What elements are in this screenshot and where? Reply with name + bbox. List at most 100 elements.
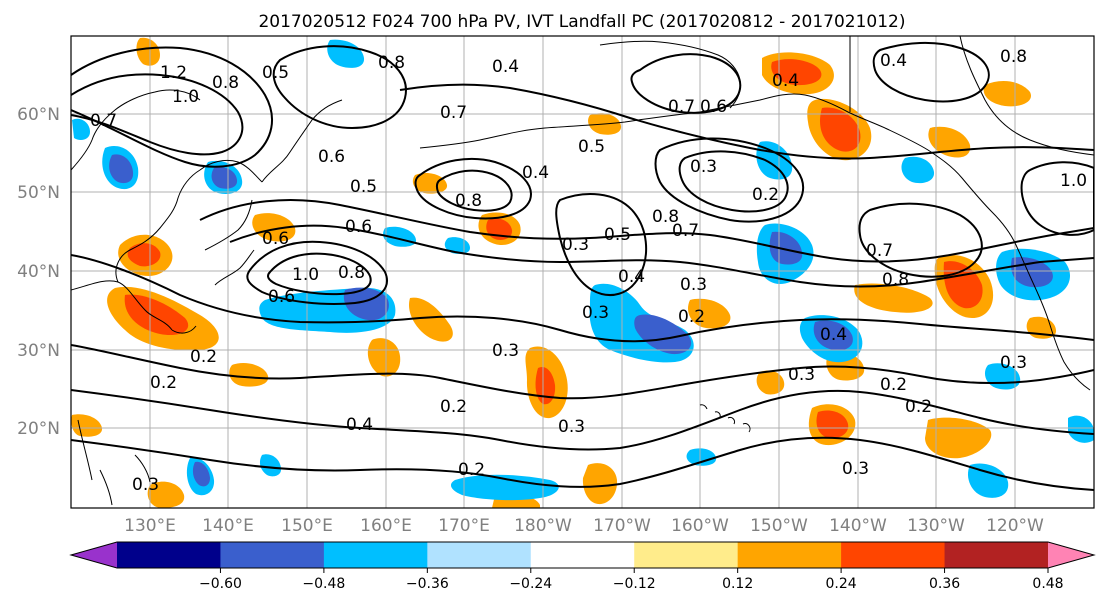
contour-label: 0.2 [190, 347, 217, 367]
coastline-philippines [77, 419, 151, 506]
pv-contour [71, 73, 244, 156]
coastline-north-america [849, 36, 1094, 391]
colorbar-cell [117, 542, 221, 568]
shade-negative [192, 461, 210, 487]
lat-label: 50°N [17, 183, 60, 203]
contour-label: 0.8 [455, 191, 482, 211]
contour-label: 0.7 [90, 111, 117, 131]
contour-label: 0.2 [752, 185, 779, 205]
shade-positive [367, 338, 401, 377]
pv-contour [71, 436, 1094, 491]
coastline-japan [171, 199, 255, 334]
pv-contour [199, 199, 1094, 263]
contour-label: 0.3 [842, 459, 869, 479]
lon-label: 150°E [281, 516, 333, 536]
contour-label: 0.5 [350, 177, 377, 197]
contour-label: 0.7 [672, 221, 699, 241]
contour-label: 0.2 [458, 460, 485, 480]
coastline-aleutians [419, 111, 701, 149]
shade-negative [1068, 415, 1094, 443]
pv-contour [858, 202, 983, 278]
lon-label: 140°W [829, 516, 887, 536]
contour-label: 0.3 [132, 475, 159, 495]
contour-label: 0.3 [788, 365, 815, 385]
contour-label: 0.8 [882, 270, 909, 290]
shade-negative [967, 463, 1009, 498]
shade-positive [854, 283, 933, 313]
contour-label: 0.3 [690, 157, 717, 177]
coastline-asia [71, 89, 263, 331]
contour-label: 0.2 [905, 397, 932, 417]
colorbar-tick-label: −0.12 [613, 576, 656, 592]
contour-label: 0.3 [582, 303, 609, 323]
lon-label: 160°W [671, 516, 729, 536]
shade-positive [229, 363, 269, 387]
lon-label: 180°W [514, 516, 572, 536]
lat-label: 20°N [17, 419, 60, 439]
grid [71, 36, 1094, 508]
pv-contour [414, 157, 532, 220]
pv-contour [654, 137, 805, 223]
colorbar-tick-label: −0.36 [406, 576, 449, 592]
shade-positive [535, 366, 556, 405]
contour-labels: 1.2 1.0 0.8 0.7 0.5 0.8 0.4 0.7 0.5 0.6 … [90, 47, 1087, 495]
pv-contour [1020, 161, 1094, 236]
contour-label: 0.8 [378, 53, 405, 73]
pv-contour [678, 150, 789, 213]
contour-label: 0.2 [440, 397, 467, 417]
contour-label: 0.5 [578, 137, 605, 157]
contour-label: 0.4 [880, 51, 907, 71]
contour-label: 0.7 [866, 241, 893, 261]
shade-positive [756, 370, 785, 395]
colorbar: −0.60 −0.48 −0.36 −0.24 −0.12 0.12 0.24 0.36 0.4… [69, 541, 1096, 592]
shade-negative [813, 320, 853, 351]
pv-contour [71, 389, 1094, 451]
shade-positive [412, 173, 448, 194]
pv-contour [246, 240, 388, 305]
shade-positive [819, 107, 861, 152]
shade-negative [72, 118, 90, 140]
lon-label: 120°W [986, 516, 1044, 536]
contour-label: 0.6 [268, 287, 295, 307]
contour-label: 0.4 [346, 415, 373, 435]
pv-contour [435, 169, 513, 212]
shade-negative [109, 154, 134, 184]
pv-contour [71, 344, 1094, 400]
shade-positive [147, 481, 185, 508]
colorbar-outline [69, 541, 1096, 569]
colorbar-tick-label: 0.24 [826, 576, 857, 592]
contour-label: 0.3 [562, 235, 589, 255]
contour-label: 1.0 [1060, 171, 1087, 191]
coastline-hawaii [699, 404, 751, 433]
lon-label: 170°W [593, 516, 651, 536]
colorbar-tick-label: −0.60 [199, 576, 242, 592]
shade-negative [769, 231, 803, 265]
coastlines [71, 36, 1094, 506]
contour-label: 0.6 [318, 147, 345, 167]
pv-contour [229, 224, 1094, 288]
contour-label: 0.5 [262, 63, 289, 83]
shade-negative [634, 314, 692, 355]
contour-label: 0.3 [558, 417, 585, 437]
shade-negative [686, 448, 717, 466]
contour-label: 0.7 [668, 97, 695, 117]
lon-label: 170°E [438, 516, 490, 536]
contour-label: 0.4 [492, 57, 519, 77]
figure-title: 2017020512 F024 700 hPa PV, IVT Landfall… [258, 12, 905, 32]
colorbar-tick-label: −0.24 [509, 576, 552, 592]
contour-label: 0.5 [604, 225, 631, 245]
lon-label: 140°E [202, 516, 254, 536]
contour-label: 1.0 [172, 87, 199, 107]
shade-positive [136, 37, 160, 66]
colorbar-tick-label: 0.12 [722, 576, 753, 592]
shade-negative [211, 167, 238, 189]
contour-label: 0.4 [772, 71, 799, 91]
shade-positive [983, 80, 1031, 107]
longitude-axis: 130°E 140°E 150°E 160°E 170°E 180°W 170°… [124, 516, 1044, 536]
map-background [71, 36, 1094, 508]
coastline-kamchatka [261, 99, 343, 183]
contour-label: 0.6 [700, 97, 727, 117]
contour-label: 0.2 [880, 375, 907, 395]
colorbar-cell [944, 542, 1049, 568]
colorbar-extend-max [1048, 542, 1094, 568]
